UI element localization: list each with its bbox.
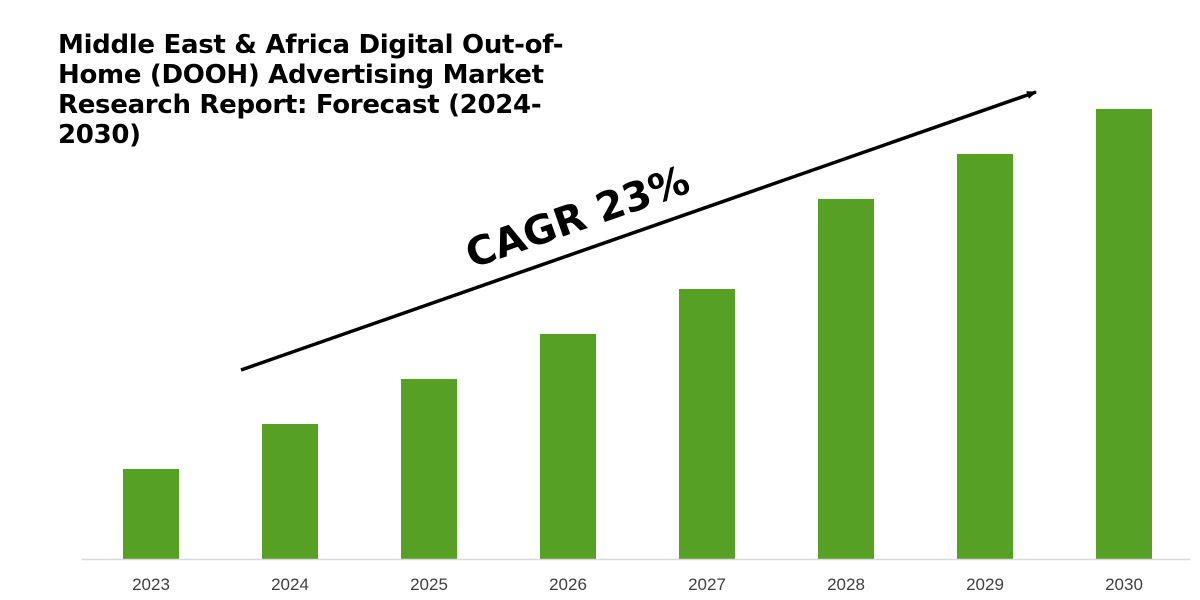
bar-2030 xyxy=(1096,109,1152,559)
bar-2025 xyxy=(401,379,457,559)
x-tick-labels: 2023 2024 2025 2026 2027 2028 2029 2030 xyxy=(132,575,1143,594)
cagr-annotation: CAGR 23% xyxy=(460,157,696,278)
x-tick-label: 2027 xyxy=(688,575,726,594)
bar-2024 xyxy=(262,424,318,559)
x-tick-label: 2030 xyxy=(1105,575,1143,594)
cagr-arrow xyxy=(240,90,1037,372)
x-tick-label: 2029 xyxy=(966,575,1004,594)
x-tick-label: 2025 xyxy=(410,575,448,594)
bar-2029 xyxy=(957,154,1013,559)
bar-2026 xyxy=(540,334,596,559)
bars-group xyxy=(123,109,1152,559)
x-tick-label: 2023 xyxy=(132,575,170,594)
x-tick-label: 2024 xyxy=(271,575,309,594)
x-tick-label: 2028 xyxy=(827,575,865,594)
x-tick-label: 2026 xyxy=(549,575,587,594)
bar-2027 xyxy=(679,289,735,559)
chart-title: Middle East & Africa Digital Out-of-Home… xyxy=(58,30,564,150)
bar-2023 xyxy=(123,469,179,559)
bar-2028 xyxy=(818,199,874,559)
